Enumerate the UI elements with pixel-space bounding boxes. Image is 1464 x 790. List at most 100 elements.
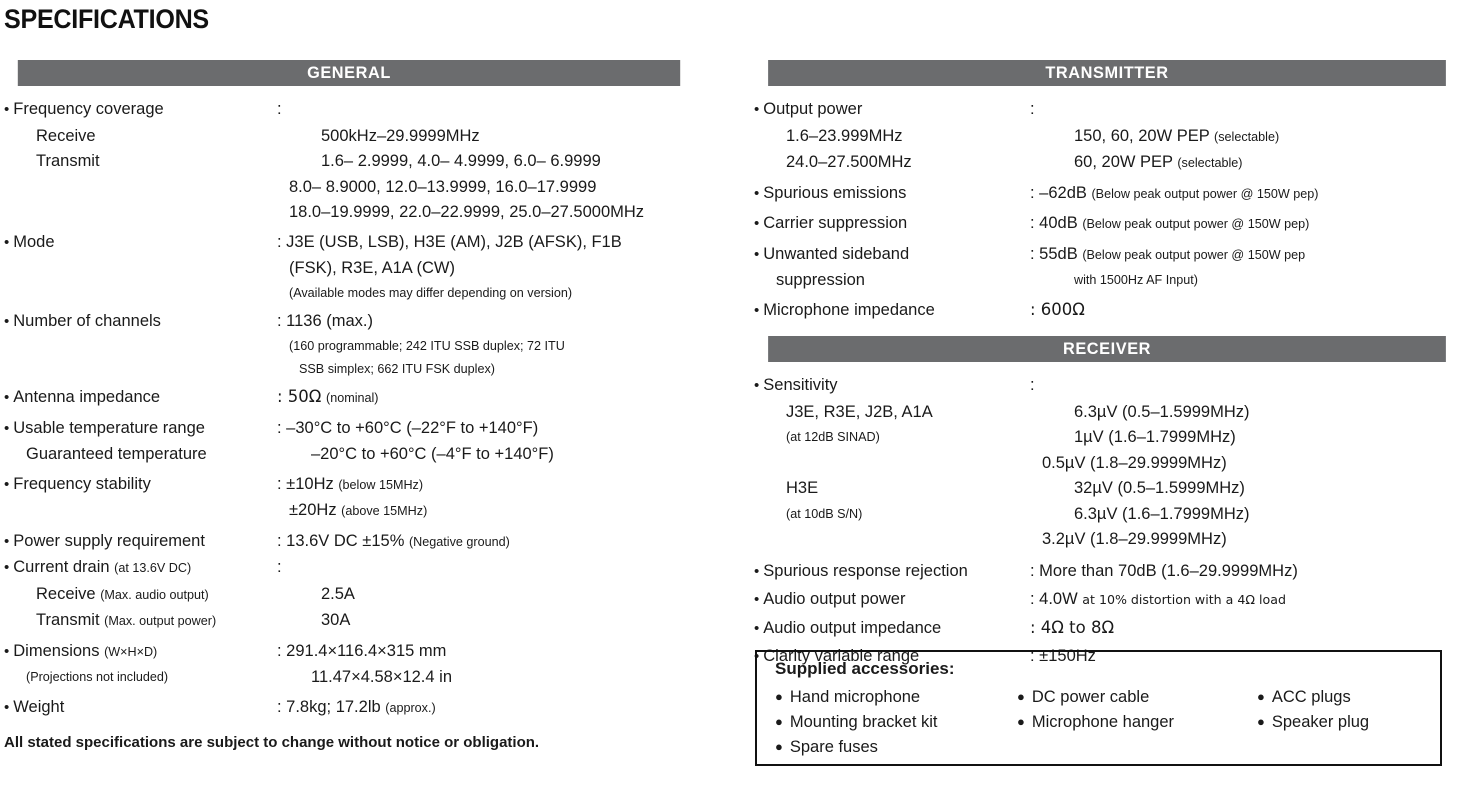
row-spurious-emissions: Spurious emissions : –62dB (Below peak o…: [754, 181, 1460, 207]
note-frequency-stability-2: (above 15MHz): [341, 504, 428, 518]
value-output-power-range1: 150, 60, 20W PEP: [1074, 126, 1210, 145]
general-section: GENERAL Frequency coverage : Receive 500…: [4, 60, 694, 721]
label-carrier-suppression: Carrier suppression: [754, 211, 1030, 237]
row-channels-note1: (160 programmable; 242 ITU SSB duplex; 7…: [4, 335, 694, 357]
row-current-drain: Current drain (at 13.6V DC) :: [4, 555, 694, 581]
accessories-column-3: ACC plugs Speaker plug: [1257, 685, 1369, 735]
row-frequency-transmit: Transmit 1.6– 2.9999, 4.0– 4.9999, 6.0– …: [4, 149, 694, 174]
value-sensitivity-group1-2: 1µV (1.6–1.7999MHz): [1074, 428, 1236, 446]
row-sensitivity-group1-3: 0.5µV (1.8–29.9999MHz): [754, 451, 1460, 476]
label-sensitivity: Sensitivity: [754, 373, 1030, 399]
label-sensitivity-group1: J3E, R3E, J2B, A1A: [786, 402, 933, 421]
label-dimensions-projections: (Projections not included): [26, 670, 169, 684]
value-output-power-range2: 60, 20W PEP: [1074, 153, 1173, 171]
label-unwanted-sideband-2: suppression: [776, 271, 865, 289]
value-current-drain: :: [277, 558, 282, 576]
accessory-item: Microphone hanger: [1017, 710, 1174, 735]
value-current-drain-receive: 2.5A: [321, 584, 355, 603]
label-antenna-impedance: Antenna impedance: [4, 385, 277, 411]
value-current-drain-transmit: 30A: [321, 611, 351, 629]
note-current-drain: (at 13.6V DC): [114, 561, 192, 575]
value-output-power: :: [1030, 100, 1035, 118]
label-current-drain-transmit: Transmit: [36, 611, 100, 629]
note-weight: (approx.): [385, 700, 436, 715]
note-output-power-range2: (selectable): [1177, 156, 1243, 170]
row-frequency-receive: Receive 500kHz–29.9999MHz: [4, 124, 694, 149]
section-header-general: GENERAL: [17, 60, 681, 86]
value-carrier-suppression: : 40dB: [1030, 214, 1078, 232]
value-transmit-line1: 1.6– 2.9999, 4.0– 4.9999, 6.0– 6.9999: [321, 152, 601, 170]
row-frequency-coverage: Frequency coverage :: [4, 97, 694, 123]
note-dimensions: (W×H×D): [104, 644, 158, 659]
value-frequency-stability-1: : ±10Hz: [277, 474, 334, 493]
row-temperature-guaranteed: Guaranteed temperature –20°C to +60°C (–…: [4, 442, 694, 467]
label-output-power-range1: 1.6–23.999MHz: [786, 126, 903, 145]
row-channels: Number of channels : 1136 (max.): [4, 309, 694, 335]
row-mode-2: (FSK), R3E, A1A (CW): [4, 256, 694, 281]
row-audio-output-impedance: Audio output impedance : 4Ω to 8Ω: [754, 616, 1460, 642]
value-dimensions: : 291.4×116.4×315 mm: [277, 641, 447, 660]
label-receive: Receive: [36, 126, 96, 145]
label-weight: Weight: [4, 695, 277, 721]
label-dimensions: Dimensions: [4, 642, 99, 660]
row-sensitivity-group2-3: 3.2µV (1.8–29.9999MHz): [754, 527, 1460, 552]
note-sensitivity-group1: (at 12dB SINAD): [786, 430, 880, 444]
row-sensitivity-group2: H3E 32µV (0.5–1.5999MHz): [754, 476, 1460, 501]
accessories-title: Supplied accessories:: [775, 659, 955, 678]
row-output-power-range2: 24.0–27.500MHz 60, 20W PEP (selectable): [754, 150, 1460, 176]
row-carrier-suppression: Carrier suppression : 40dB (Below peak o…: [754, 211, 1460, 237]
note-current-drain-receive: (Max. audio output): [100, 587, 209, 602]
value-frequency-coverage: :: [277, 100, 282, 118]
label-temperature-range: Usable temperature range: [4, 416, 277, 442]
value-sensitivity-group2-2: 6.3µV (1.6–1.7999MHz): [1074, 504, 1250, 523]
label-output-power-range2: 24.0–27.500MHz: [786, 153, 912, 171]
row-temperature-range: Usable temperature range : –30°C to +60°…: [4, 416, 694, 442]
note-unwanted-sideband-2: with 1500Hz AF Input): [1074, 273, 1198, 287]
transmitter-receiver-sections: TRANSMITTER Output power : 1.6–23.999MHz…: [754, 60, 1460, 671]
row-frequency-transmit-3: 18.0–19.9999, 22.0–22.9999, 25.0–27.5000…: [4, 200, 694, 225]
label-audio-output-impedance: Audio output impedance: [754, 616, 1030, 642]
note-carrier-suppression: (Below peak output power @ 150W pep): [1082, 217, 1310, 231]
label-spurious-rejection: Spurious response rejection: [754, 559, 1030, 585]
note-channels-2: SSB simplex; 662 ITU FSK duplex): [299, 362, 495, 376]
note-audio-output-power: at 10% distortion with a 4Ω load: [1082, 592, 1286, 607]
row-dimensions-projections: (Projections not included) 11.47×4.58×12…: [4, 665, 694, 690]
section-header-receiver: RECEIVER: [768, 336, 1446, 362]
value-sensitivity-group1-3: 0.5µV (1.8–29.9999MHz): [1042, 453, 1227, 472]
row-dimensions: Dimensions (W×H×D) : 291.4×116.4×315 mm: [4, 639, 694, 665]
label-transmit: Transmit: [36, 152, 100, 170]
row-unwanted-sideband-2: suppression with 1500Hz AF Input): [754, 268, 1460, 293]
value-temperature-guaranteed: –20°C to +60°C (–4°F to +140°F): [311, 445, 554, 463]
row-current-drain-transmit: Transmit (Max. output power) 30A: [4, 608, 694, 634]
row-frequency-stability-2: ±20Hz (above 15MHz): [4, 498, 694, 524]
section-header-transmitter: TRANSMITTER: [768, 60, 1446, 86]
value-transmit-line3: 18.0–19.9999, 22.0–22.9999, 25.0–27.5000…: [289, 203, 645, 221]
row-mode: Mode : J3E (USB, LSB), H3E (AM), J2B (AF…: [4, 230, 694, 256]
note-spurious-emissions: (Below peak output power @ 150W pep): [1091, 186, 1319, 201]
value-power-supply: : 13.6V DC ±15%: [277, 531, 405, 550]
label-output-power: Output power: [754, 97, 1030, 123]
value-sensitivity-group2-3: 3.2µV (1.8–29.9999MHz): [1042, 530, 1227, 548]
row-mode-note: (Available modes may differ depending on…: [4, 282, 694, 304]
note-power-supply: (Negative ground): [408, 534, 510, 549]
label-frequency-stability: Frequency stability: [4, 472, 277, 498]
note-unwanted-sideband-1: (Below peak output power @ 150W pep: [1082, 247, 1306, 262]
value-microphone-impedance: : 600Ω: [1030, 299, 1085, 319]
value-audio-output-impedance: : 4Ω to 8Ω: [1030, 617, 1115, 637]
label-current-drain: Current drain: [4, 558, 110, 576]
value-transmit-line2: 8.0– 8.9000, 12.0–13.9999, 16.0–17.9999: [289, 177, 597, 196]
value-channels: : 1136 (max.): [277, 311, 373, 330]
value-sensitivity-group1-1: 6.3µV (0.5–1.5999MHz): [1074, 402, 1250, 421]
accessory-item: Mounting bracket kit: [775, 710, 938, 735]
accessory-item: ACC plugs: [1257, 685, 1369, 710]
row-output-power: Output power :: [754, 97, 1460, 123]
row-sensitivity-group1: J3E, R3E, J2B, A1A 6.3µV (0.5–1.5999MHz): [754, 400, 1460, 425]
value-antenna-impedance: : 50Ω: [277, 387, 322, 406]
label-audio-output-power: Audio output power: [754, 587, 1030, 613]
accessories-column-2: DC power cable Microphone hanger: [1017, 685, 1174, 735]
label-sensitivity-group2: H3E: [786, 479, 819, 497]
note-frequency-stability-1: (below 15MHz): [338, 477, 424, 492]
value-temperature-range: : –30°C to +60°C (–22°F to +140°F): [277, 418, 539, 437]
row-antenna-impedance: Antenna impedance : 50Ω (nominal): [4, 385, 694, 411]
